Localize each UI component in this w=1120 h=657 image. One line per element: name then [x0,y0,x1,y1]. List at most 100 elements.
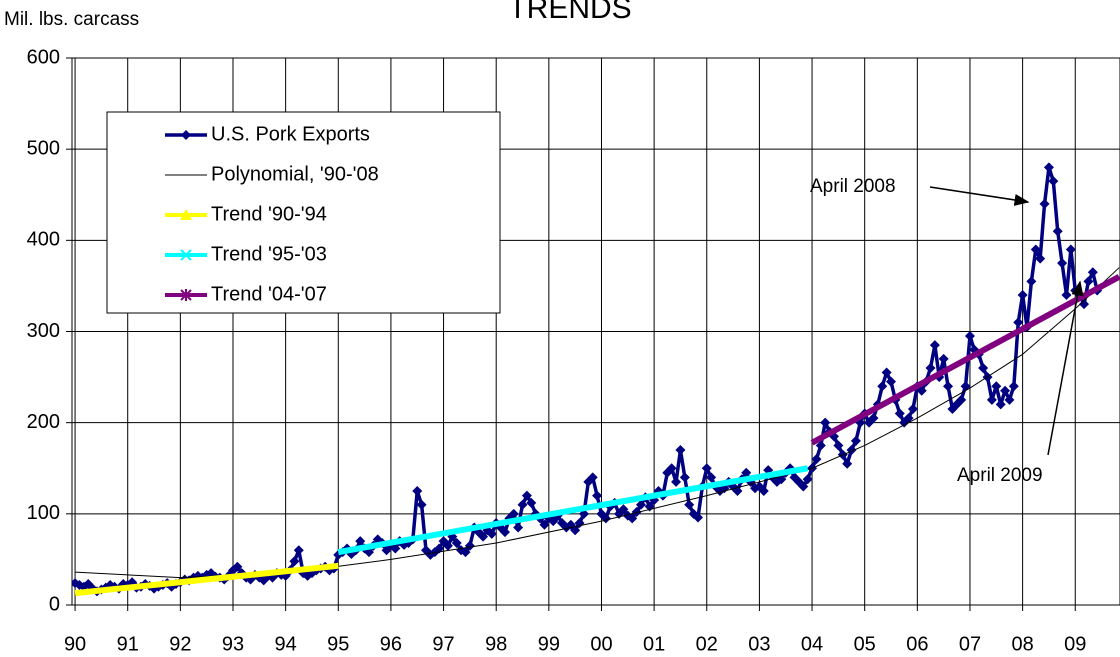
x-tick-label: 90 [64,633,86,655]
marker [907,403,918,414]
x-tick-label: 98 [485,633,507,655]
y-tick-label: 300 [27,320,60,342]
marker [815,440,826,451]
marker [925,362,936,373]
marker [833,440,844,451]
marker [679,472,690,483]
marker [1035,253,1046,264]
legend-label: Trend '04-'07 [211,283,327,305]
marker [916,385,927,396]
marker [1043,162,1054,173]
marker [587,472,598,483]
marker [886,376,897,387]
x-tick-label: 94 [275,633,297,655]
marker [850,435,861,446]
x-tick-label: 99 [538,633,560,655]
marker [416,499,427,510]
marker [986,394,997,405]
annotation-arrow [1047,280,1084,456]
legend-label: Polynomial, '90-'08 [211,163,379,185]
y-axis-label: Mil. lbs. carcass [4,9,139,30]
marker [929,340,940,351]
x-tick-label: 01 [643,633,665,655]
x-tick-label: 97 [432,633,454,655]
series-line [74,562,339,597]
marker [486,528,497,539]
marker [289,556,300,567]
marker [903,413,914,424]
marker [1026,276,1037,287]
marker [464,540,475,551]
marker [881,367,892,378]
marker [706,472,717,483]
legend-box [106,111,501,314]
marker [1061,290,1072,301]
x-tick-label: 95 [327,633,349,655]
marker [868,413,879,424]
marker [451,538,462,549]
marker [811,454,822,465]
marker [499,527,510,538]
marker [1039,198,1050,209]
chart-title: TRENDS [508,0,631,25]
marker [671,476,682,487]
marker [181,130,191,140]
marker [943,381,954,392]
marker [1004,394,1015,405]
x-tick-label: 91 [117,633,139,655]
x-tick-label: 04 [801,633,823,655]
marker [1017,290,1028,301]
series-line [337,465,809,556]
marker [635,499,646,510]
marker [355,536,366,547]
marker [1083,276,1094,287]
x-tick-label: 96 [380,633,402,655]
marker [521,490,532,501]
marker [692,512,703,523]
legend: U.S. Pork Exports Polynomial, '90-'08 Tren… [106,111,501,314]
marker [842,458,853,469]
marker [741,467,752,478]
y-tick-label: 100 [27,502,60,524]
marker [991,381,1002,392]
legend-label: Trend '90-'94 [211,203,327,225]
marker [1065,244,1076,255]
series-line [810,274,1120,446]
marker [1057,258,1068,269]
marker [894,408,905,419]
marker [701,463,712,474]
marker [293,545,304,556]
marker [434,543,445,554]
x-tick-label: 03 [748,633,770,655]
marker [592,490,603,501]
x-tick-label: 08 [1011,633,1033,655]
legend-label: Trend '95-'03 [211,243,327,265]
marker [180,249,192,261]
x-tick-label: 06 [906,633,928,655]
marker [1087,267,1098,278]
marker [1052,226,1063,237]
x-tick-label: 93 [222,633,244,655]
annotation: April 2009 [957,465,1043,486]
marker [390,543,401,554]
marker [180,289,192,301]
marker [798,481,809,492]
marker [1008,381,1019,392]
x-tick-label: 02 [696,633,718,655]
marker [570,525,581,536]
marker [978,362,989,373]
marker [956,394,967,405]
marker [1079,299,1090,310]
marker [539,519,550,530]
y-tick-label: 400 [27,229,60,251]
y-tick-label: 200 [27,411,60,433]
marker [232,561,243,572]
x-tick-label: 07 [959,633,981,655]
marker [802,474,813,485]
annotation: April 2008 [810,176,896,197]
marker [513,522,524,533]
marker [877,381,888,392]
x-tick-label: 92 [169,633,191,655]
